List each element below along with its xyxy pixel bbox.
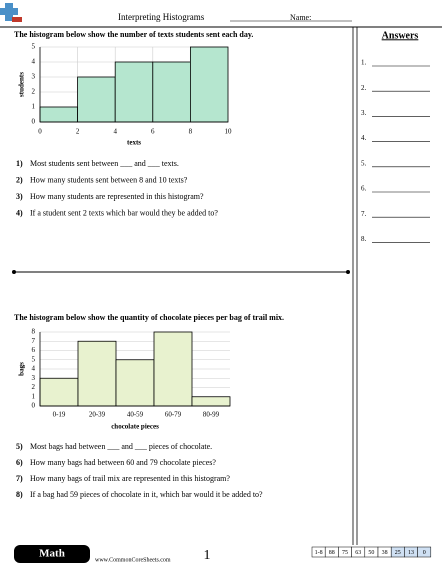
score: 75	[342, 550, 348, 556]
question-text: How many bags of trail mix are represent…	[30, 474, 230, 483]
question-text: How many students are represented in thi…	[30, 192, 204, 201]
x-tick-label: 0-19	[53, 411, 66, 419]
score: 1-8	[315, 550, 323, 556]
question-number: 3)	[16, 192, 23, 201]
x-axis-label: texts	[127, 139, 141, 147]
question-number: 8)	[16, 490, 23, 499]
bar	[114, 61, 154, 123]
dot	[12, 270, 16, 274]
y-tick-label: 0	[32, 118, 36, 126]
score: 50	[368, 550, 374, 556]
x-tick-label: 6	[151, 128, 155, 136]
url: www.CommonCoreSheets.com	[95, 557, 171, 563]
dot	[346, 270, 350, 274]
question-text: How many bags had between 60 and 79 choc…	[30, 458, 216, 467]
y-axis-label: bags	[18, 362, 26, 376]
score: 13	[408, 550, 414, 556]
score: 38	[382, 550, 388, 556]
question-text: Most bags had between ___ and ___ pieces…	[30, 442, 212, 451]
title: Interpreting Histograms	[118, 12, 205, 22]
bar	[39, 377, 79, 407]
bar	[77, 76, 116, 123]
subject: Math	[39, 548, 65, 560]
score-cell	[417, 546, 432, 558]
x-tick-label: 40-59	[127, 411, 144, 419]
y-tick-label: 6	[32, 346, 36, 354]
y-tick-label: 1	[32, 392, 36, 400]
y-tick-label: 7	[32, 337, 36, 345]
name-label: Name:	[290, 13, 311, 22]
question-number: 2)	[16, 175, 23, 184]
answer-number: 5.	[361, 159, 367, 167]
score: 0	[423, 550, 426, 556]
bar	[191, 396, 231, 407]
bar	[39, 106, 78, 123]
question-number: 5)	[16, 442, 23, 451]
question-number: 4)	[16, 208, 23, 217]
prompt: The histogram below show the quantity of…	[14, 313, 284, 322]
answer-number: 3.	[361, 109, 367, 117]
x-axis-label: chocolate pieces	[111, 423, 159, 431]
y-tick-label: 3	[32, 374, 36, 382]
y-tick-label: 8	[32, 328, 36, 336]
y-tick-label: 4	[32, 58, 36, 66]
y-tick-label: 5	[32, 43, 36, 51]
question-text: How many students sent between 8 and 10 …	[30, 175, 188, 184]
score: 25	[395, 550, 401, 556]
question-text: Most students sent between ___ and ___ t…	[30, 159, 179, 168]
question-text: If a bag had 59 pieces of chocolate in i…	[30, 490, 263, 499]
prompt: The histogram below show the number of t…	[14, 30, 253, 39]
score: 63	[355, 550, 361, 556]
y-axis-label: students	[18, 72, 26, 97]
question-number: 6)	[16, 458, 23, 467]
subject-badge	[14, 545, 90, 563]
x-tick-label: 8	[189, 128, 193, 136]
answer-number: 1.	[361, 59, 367, 67]
answer-number: 2.	[361, 84, 367, 92]
y-tick-label: 2	[32, 383, 36, 391]
bar	[153, 331, 193, 407]
score: 88	[329, 550, 335, 556]
y-tick-label: 5	[32, 355, 36, 363]
answer-number: 4.	[361, 134, 367, 142]
y-tick-label: 4	[32, 365, 36, 373]
x-tick-label: 4	[113, 128, 117, 136]
logo	[12, 17, 22, 22]
x-tick-label: 20-39	[89, 411, 106, 419]
page-number: 1	[204, 548, 211, 563]
y-tick-label: 3	[32, 73, 36, 81]
y-tick-label: 0	[32, 402, 36, 410]
logo	[0, 8, 18, 15]
x-tick-label: 2	[76, 128, 80, 136]
answer-number: 7.	[361, 210, 367, 218]
x-tick-label: 60-79	[165, 411, 182, 419]
bar	[115, 359, 155, 407]
bar	[77, 340, 117, 407]
answers-title: Answers	[382, 30, 419, 41]
answer-number: 8.	[361, 235, 367, 243]
x-tick-label: 10	[225, 128, 233, 136]
x-tick-label: 80-99	[203, 411, 220, 419]
question-number: 7)	[16, 474, 23, 483]
y-tick-label: 1	[32, 103, 36, 111]
bar	[152, 61, 191, 123]
y-tick-label: 2	[32, 88, 36, 96]
answer-number: 6.	[361, 185, 367, 193]
bar	[189, 46, 229, 123]
question-number: 1)	[16, 159, 23, 168]
question-text: If a student sent 2 texts which bar woul…	[30, 208, 218, 217]
x-tick-label: 0	[38, 128, 42, 136]
